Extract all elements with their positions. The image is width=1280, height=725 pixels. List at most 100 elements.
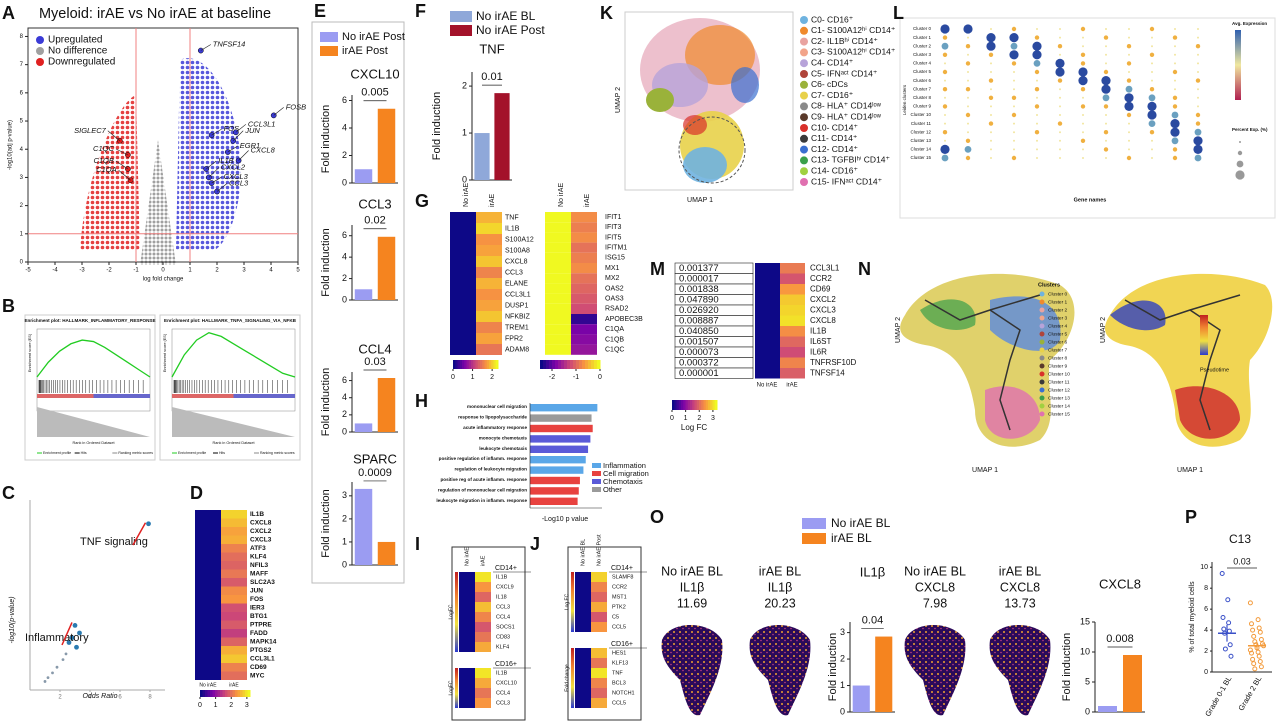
row-label: CXCL9 (496, 584, 514, 590)
y-tick-label: 3 (840, 627, 845, 637)
heat-cell (475, 622, 491, 632)
heat-cell (221, 552, 247, 561)
row-label: S100A12 (505, 236, 534, 243)
annotation: Inflammatory (25, 632, 89, 644)
dot (967, 71, 969, 73)
colorbar-segment (712, 400, 716, 410)
dot (1151, 79, 1153, 82)
x-tick-label: 4 (88, 695, 92, 701)
legend-label: C12- CD14⁺ (811, 144, 858, 154)
y-tick-label: 2 (1204, 648, 1208, 655)
dot (942, 130, 948, 135)
heat-cell (450, 333, 476, 344)
dot (965, 44, 971, 49)
y-axis-label: Fold induction (320, 489, 332, 558)
legend-marker (1039, 299, 1045, 305)
heat-cell (450, 245, 476, 256)
y-tick-label: 4 (342, 122, 347, 132)
panel-letter: O (650, 507, 664, 527)
row-label: SLC2A3 (250, 579, 275, 586)
colorbar-segment (471, 360, 474, 369)
gene-leader (211, 128, 222, 136)
heat-cell (450, 256, 476, 267)
heat-cell (591, 678, 607, 688)
dot (1151, 148, 1153, 151)
annotation-arrow (132, 522, 147, 546)
heat-cell (545, 273, 571, 284)
heat-cell (459, 642, 475, 652)
colorbar-segment (457, 360, 461, 369)
legend-label: Cluster 6 (1048, 339, 1068, 345)
table-value: 0.001377 (679, 263, 719, 274)
colorbar-segment (561, 360, 565, 369)
row-label: C5 (612, 614, 619, 620)
row-label: IFIT5 (605, 234, 621, 241)
heat-cell (221, 637, 247, 646)
dot (1102, 94, 1110, 102)
colorbar-segment (597, 360, 601, 369)
data-point (1250, 627, 1256, 633)
row-label: CXCL10 (496, 680, 517, 686)
dot (1059, 53, 1061, 56)
map-title: irAE BL (999, 564, 1041, 578)
row-label: SOCS1 (496, 624, 515, 630)
gene-label: TNFSF14 (213, 40, 246, 49)
term-label: acute inflammatory response (463, 425, 527, 430)
gene-leader (200, 44, 211, 51)
heat-cell (780, 368, 805, 379)
heat-cell (221, 663, 247, 672)
heat-cell (459, 632, 475, 642)
y-axis-label: Fold induction (320, 368, 332, 437)
heat-cell (221, 510, 247, 519)
heat-cell (545, 222, 571, 233)
dot (1174, 62, 1176, 65)
data-point (1221, 626, 1227, 632)
dot (1103, 130, 1109, 135)
heat-cell (476, 300, 502, 311)
legend-label: C5- IFNᵃᶜᵗ CD14⁺ (811, 68, 877, 78)
heat-cell (575, 622, 591, 632)
heat-cell (195, 510, 221, 519)
dot (990, 131, 992, 134)
data-point (1251, 633, 1257, 639)
row-label: CCL4 (496, 614, 510, 620)
map-gene: IL1β (680, 580, 705, 594)
panel-letter: C (2, 483, 15, 503)
gene-point (197, 47, 204, 54)
bar (530, 445, 589, 453)
block-title: CD14+ (611, 565, 633, 572)
legend-label: Other (603, 485, 622, 494)
dot (1011, 112, 1017, 118)
dot (942, 52, 948, 57)
dot (1013, 105, 1015, 108)
dot (1125, 85, 1133, 93)
heat-cell (195, 637, 221, 646)
data-point (1220, 615, 1226, 621)
row-label: CCL4 (496, 690, 510, 696)
table-value: 0.001507 (679, 336, 719, 347)
colorbar-tick-label: 1 (214, 702, 218, 709)
legend-marker (1039, 363, 1045, 369)
heat-cell (591, 612, 607, 622)
legend-label: Cluster 13 (1048, 395, 1070, 401)
colorbar-segment (493, 360, 497, 369)
heat-cell (475, 678, 491, 688)
heat-cell (755, 357, 780, 368)
bar (530, 487, 579, 495)
dot (1013, 122, 1015, 125)
row-label: PTK2 (612, 604, 626, 610)
bar (530, 424, 593, 433)
dot (1170, 127, 1180, 137)
bar (530, 497, 578, 505)
y-tick-label: 15 (1080, 616, 1090, 626)
dot (990, 88, 992, 91)
column-label: No irAE (757, 383, 778, 389)
data-point (1222, 646, 1228, 652)
x-axis-label: -Log10 p value (542, 516, 588, 523)
y-tick-label: 1 (840, 680, 845, 690)
heat-cell (571, 252, 597, 263)
x-tick-label: 4 (269, 268, 273, 274)
heat-cell (459, 612, 475, 622)
es-frame (171, 328, 296, 412)
column-label: irAE (229, 682, 239, 688)
